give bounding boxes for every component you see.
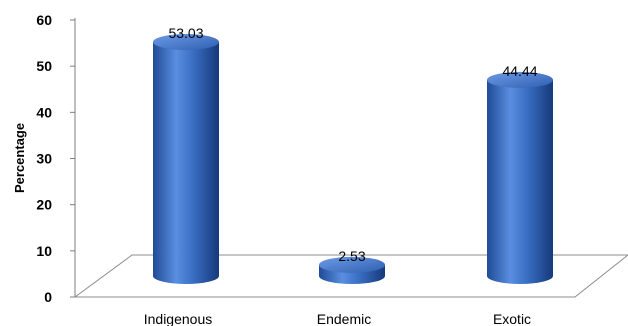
data-label: 44.44 xyxy=(502,63,537,79)
y-tick-label: 60 xyxy=(36,12,52,28)
y-tick-label: 40 xyxy=(36,104,52,120)
data-label: 2.53 xyxy=(338,248,365,264)
y-tick-label: 10 xyxy=(36,243,52,259)
x-category-label: Indigenous xyxy=(144,311,213,326)
y-axis-title: Percentage xyxy=(12,123,27,193)
bar-exotic xyxy=(487,71,553,284)
x-category-label: Endemic xyxy=(317,311,371,326)
bar-endemic xyxy=(319,256,385,284)
y-tick-label: 50 xyxy=(36,58,52,74)
bar-cap xyxy=(487,71,553,88)
bar-body xyxy=(153,42,219,284)
bars: 53.03 2.53 44.44 xyxy=(153,25,553,284)
x-category-label: Exotic xyxy=(493,311,531,326)
bar-cap xyxy=(153,34,219,50)
y-tick-label: 20 xyxy=(36,197,52,213)
y-tick-label: 0 xyxy=(44,289,52,305)
bar-body xyxy=(487,79,553,284)
data-label: 53.03 xyxy=(168,25,203,41)
category-labels: Indigenous Endemic Exotic xyxy=(144,311,531,326)
y-ticks: 0 10 20 30 40 50 60 xyxy=(36,12,75,305)
bar-indigenous xyxy=(153,34,219,284)
y-tick-label: 30 xyxy=(36,151,52,167)
bar-cap xyxy=(319,256,385,273)
